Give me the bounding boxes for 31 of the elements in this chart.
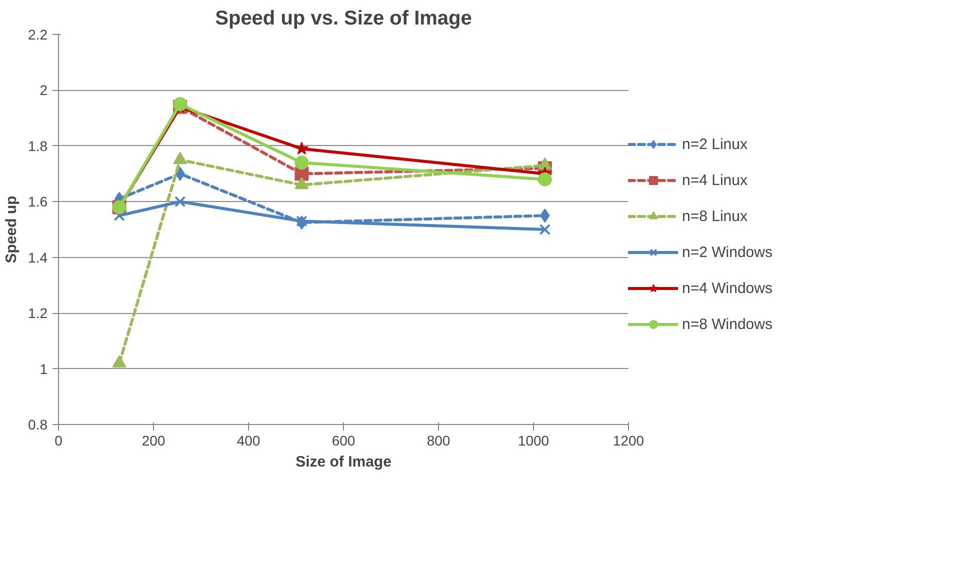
point xyxy=(539,224,550,236)
x-tick-label: 600 xyxy=(332,432,356,448)
y-tick-label: 1.8 xyxy=(28,138,48,154)
point xyxy=(173,97,188,112)
x-tick-label: 400 xyxy=(236,432,260,448)
point xyxy=(295,142,308,154)
x-axis-title: Size of Image xyxy=(296,454,392,470)
legend-label: n=8 Windows xyxy=(682,316,772,332)
point xyxy=(174,196,186,208)
legend-label: n=8 Linux xyxy=(682,208,748,224)
legend-label: n=2 Windows xyxy=(682,244,772,260)
y-tick-label: 1 xyxy=(40,360,48,377)
chart-title: Speed up vs. Size of Image xyxy=(215,8,472,30)
x-tick-label: 800 xyxy=(426,432,450,448)
x-tick-label: 200 xyxy=(142,432,166,448)
y-tick-label: 2.2 xyxy=(28,26,48,42)
point xyxy=(296,216,308,227)
y-tick-label: 1.2 xyxy=(28,305,48,322)
legend-label: n=4 Linux xyxy=(682,172,748,188)
x-tick-label: 0 xyxy=(54,432,63,448)
y-axis-title: Speed up xyxy=(3,196,20,264)
point xyxy=(538,172,552,186)
y-tick-label: 2 xyxy=(40,82,48,98)
legend-label: n=4 Windows xyxy=(682,280,772,296)
legend-label: n=2 Linux xyxy=(682,136,748,152)
y-tick-label: 0.8 xyxy=(28,416,48,432)
point xyxy=(294,156,309,170)
y-tick-label: 1.4 xyxy=(28,249,48,266)
x-tick-label: 1200 xyxy=(612,432,644,448)
x-tick-label: 1000 xyxy=(518,432,550,448)
y-tick-label: 1.6 xyxy=(28,194,48,210)
